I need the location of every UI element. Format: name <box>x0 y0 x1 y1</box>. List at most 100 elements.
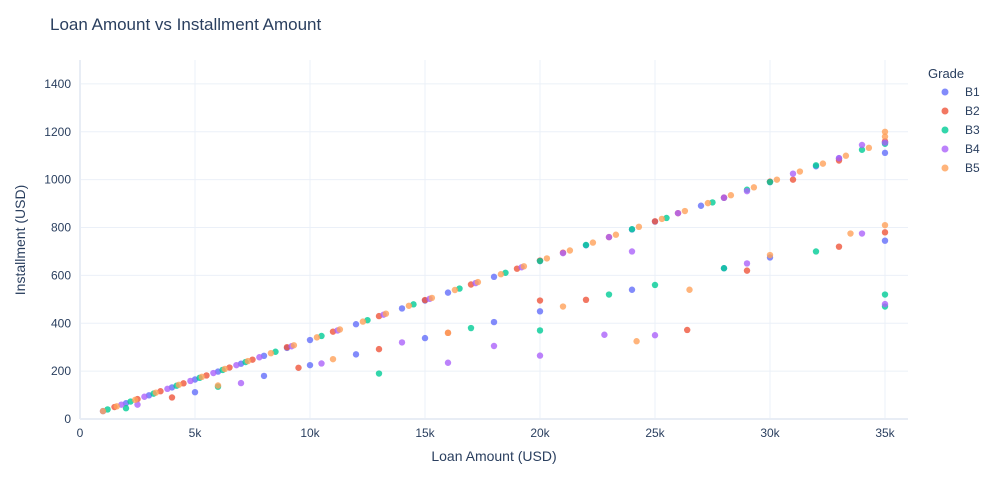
data-point <box>750 184 758 191</box>
data-point <box>651 218 659 225</box>
data-point <box>536 308 544 315</box>
legend-item-B4[interactable]: B4 <box>941 142 981 156</box>
data-point <box>601 331 608 338</box>
data-point <box>881 133 889 140</box>
data-point <box>198 373 206 381</box>
chart-title: Loan Amount vs Installment Amount <box>50 15 321 34</box>
x-tick-label: 0 <box>77 426 84 440</box>
data-point <box>743 267 751 274</box>
x-tick-label: 30k <box>760 426 780 440</box>
data-point <box>141 393 148 400</box>
y-tick-label: 400 <box>51 316 71 330</box>
data-point <box>858 230 866 237</box>
data-point <box>684 326 691 334</box>
data-point <box>168 394 176 401</box>
data-point <box>766 178 774 186</box>
y-tick-label: 600 <box>51 268 71 282</box>
data-point <box>881 139 889 146</box>
x-axis-title: Loan Amount (USD) <box>431 448 556 464</box>
data-point <box>490 342 498 350</box>
data-point <box>244 357 252 365</box>
legend-item-B1[interactable]: B1 <box>941 85 981 99</box>
data-point <box>720 265 728 272</box>
data-point <box>842 152 850 159</box>
data-point <box>187 377 194 385</box>
y-tick-label: 800 <box>51 221 71 235</box>
data-point <box>134 401 141 408</box>
data-point <box>352 321 360 328</box>
data-point <box>881 291 889 298</box>
data-point <box>444 289 452 296</box>
data-point <box>175 381 183 388</box>
data-point <box>658 215 666 223</box>
y-tick-label: 200 <box>51 364 71 378</box>
data-point <box>260 372 268 380</box>
legend-label: B4 <box>965 142 980 156</box>
legend-marker <box>941 164 949 172</box>
data-point <box>164 385 171 393</box>
data-point <box>210 369 217 377</box>
data-point <box>582 241 590 249</box>
data-point <box>122 405 130 412</box>
data-point <box>628 286 636 293</box>
data-point <box>559 249 567 257</box>
data-point <box>812 248 820 255</box>
data-point <box>398 339 406 346</box>
data-point <box>467 324 475 332</box>
data-point <box>881 221 889 229</box>
data-point <box>881 128 889 135</box>
data-point <box>582 296 590 304</box>
data-point <box>743 260 751 267</box>
data-point <box>233 361 240 369</box>
data-point <box>421 334 429 342</box>
x-tick-label: 25k <box>645 426 665 440</box>
data-point <box>589 239 597 246</box>
data-point <box>727 192 735 199</box>
data-point <box>674 209 682 217</box>
data-point <box>633 338 640 345</box>
data-point <box>686 286 693 293</box>
data-point <box>444 329 452 337</box>
data-point <box>329 355 337 363</box>
data-point <box>536 257 544 265</box>
legend-title: Grade <box>928 66 964 81</box>
data-point <box>628 226 636 233</box>
data-point <box>819 160 827 167</box>
legend-item-B5[interactable]: B5 <box>941 161 981 175</box>
x-tick-label: 10k <box>300 426 320 440</box>
legend-item-B2[interactable]: B2 <box>941 104 981 118</box>
data-point <box>318 360 325 367</box>
data-point <box>191 388 199 396</box>
data-point <box>651 281 659 289</box>
x-tick-label: 35k <box>875 426 895 440</box>
data-point <box>789 170 797 177</box>
data-point <box>697 202 705 209</box>
data-point <box>796 168 804 175</box>
data-point <box>720 194 728 201</box>
data-point <box>789 176 797 183</box>
data-point <box>113 403 121 410</box>
data-point <box>835 243 843 250</box>
data-point <box>405 302 413 309</box>
data-point <box>881 149 889 157</box>
data-point <box>881 229 889 236</box>
data-point <box>99 407 107 415</box>
legend-marker <box>941 126 949 134</box>
data-point <box>295 364 302 371</box>
y-tick-label: 0 <box>64 412 71 426</box>
data-point <box>543 255 551 262</box>
data-point <box>743 187 751 195</box>
data-point <box>651 332 659 339</box>
legend-marker <box>941 145 949 153</box>
data-point <box>428 294 436 302</box>
data-point <box>214 382 222 389</box>
x-tick-label: 15k <box>415 426 435 440</box>
y-tick-label: 1000 <box>44 173 71 187</box>
grid-lines <box>79 60 908 420</box>
legend-item-B3[interactable]: B3 <box>941 123 981 137</box>
data-point <box>497 271 505 278</box>
data-point <box>881 237 889 244</box>
data-point <box>290 342 298 349</box>
data-point <box>681 207 689 215</box>
data-point <box>132 396 139 404</box>
